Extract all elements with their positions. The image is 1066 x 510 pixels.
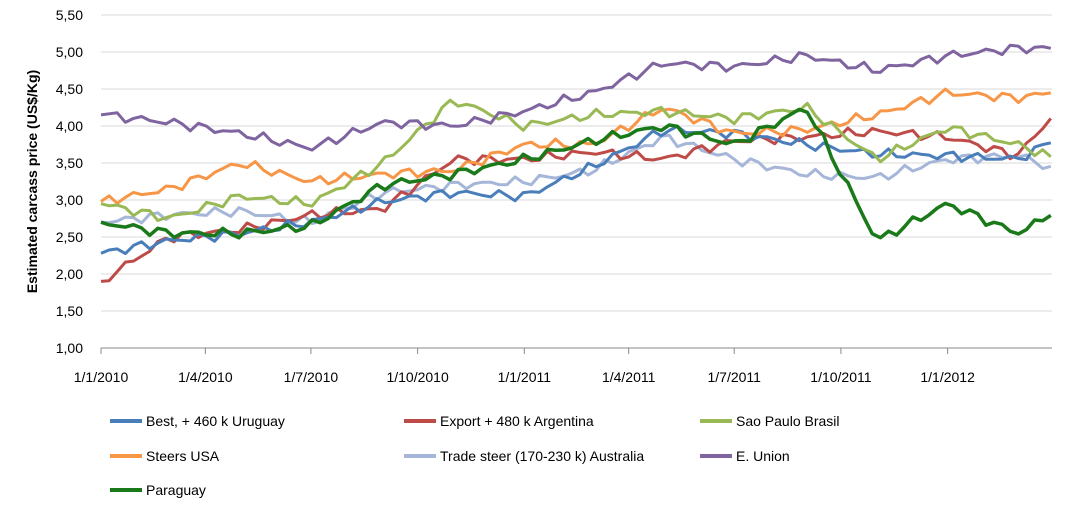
x-tick-label: 1/4/2011 bbox=[602, 369, 656, 385]
x-tick-label: 1/10/2010 bbox=[386, 369, 448, 385]
x-tick-label: 1/1/2010 bbox=[74, 369, 129, 385]
legend-label: E. Union bbox=[736, 448, 790, 464]
legend-item: Sao Paulo Brasil bbox=[700, 413, 840, 429]
series-line-e-union bbox=[100, 43, 1052, 152]
y-tick-label: 1,50 bbox=[56, 303, 83, 319]
y-tick-label: 5,00 bbox=[56, 44, 83, 60]
y-tick-label: 5,50 bbox=[56, 7, 83, 23]
legend-label: Paraguay bbox=[146, 482, 206, 498]
series-line-sao-paulo-brasil bbox=[100, 98, 1052, 222]
y-tick-label: 3,00 bbox=[56, 192, 83, 208]
series-line-paraguay bbox=[100, 107, 1052, 240]
series-line-trade-steer-170-230-k-australia bbox=[100, 133, 1052, 226]
series-line-best-460-k-uruguay bbox=[100, 124, 1052, 256]
legend-item: Steers USA bbox=[110, 448, 220, 464]
x-tick-label: 1/1/2011 bbox=[498, 369, 552, 385]
x-tick-label: 1/10/2011 bbox=[810, 369, 871, 385]
x-tick-label: 1/7/2010 bbox=[284, 369, 339, 385]
legend-item: E. Union bbox=[700, 448, 790, 464]
y-tick-label: 2,50 bbox=[56, 229, 83, 245]
y-tick-label: 4,50 bbox=[56, 81, 83, 97]
legend-label: Sao Paulo Brasil bbox=[736, 413, 840, 429]
x-axis-ticks: 1/1/2010 1/4/2010 1/7/2010 1/10/2010 1/1/201… bbox=[74, 348, 975, 385]
legend-label: Steers USA bbox=[146, 448, 220, 464]
y-axis-ticks: 1,00 1,50 2,00 2,50 3,00 3,50 4,00 4,50 5,00 5,50 bbox=[56, 7, 83, 356]
legend-item: Paraguay bbox=[110, 482, 206, 498]
plot-lines bbox=[100, 43, 1052, 283]
legend-item: Trade steer (170-230 k) Australia bbox=[404, 448, 644, 464]
y-tick-label: 4,00 bbox=[56, 118, 83, 134]
y-tick-label: 3,50 bbox=[56, 155, 83, 171]
legend-item: Best, + 460 k Uruguay bbox=[110, 413, 285, 429]
y-axis-label: Estimated carcass price (US$/Kg) bbox=[24, 70, 40, 293]
y-tick-label: 2,00 bbox=[56, 266, 83, 282]
y-tick-label: 1,00 bbox=[56, 340, 83, 356]
legend-item: Export + 480 k Argentina bbox=[404, 413, 594, 429]
legend-label: Export + 480 k Argentina bbox=[440, 413, 594, 429]
x-tick-label: 1/1/2012 bbox=[920, 369, 975, 385]
legend-label: Trade steer (170-230 k) Australia bbox=[440, 448, 644, 464]
gridlines bbox=[101, 14, 1052, 312]
legend: Best, + 460 k Uruguay Export + 480 k Arge… bbox=[110, 413, 840, 498]
x-tick-label: 1/7/2011 bbox=[707, 369, 761, 385]
x-tick-label: 1/4/2010 bbox=[178, 369, 233, 385]
legend-label: Best, + 460 k Uruguay bbox=[146, 413, 285, 429]
